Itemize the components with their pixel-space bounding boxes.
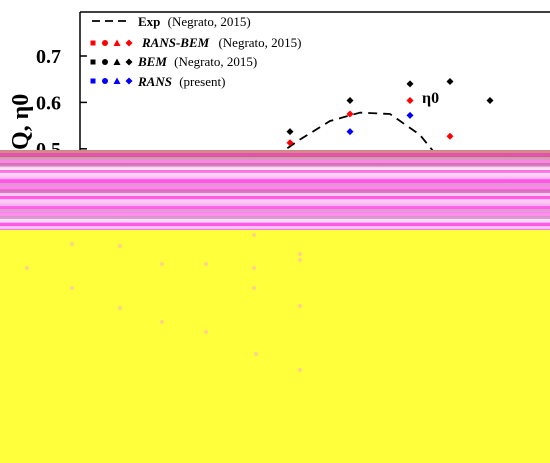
noise-dot [160,320,164,324]
legend-entry-exp: Exp (Negrato, 2015) [92,14,251,29]
marker-bem [286,128,294,136]
noise-dot [118,244,122,248]
noise-stripe [0,196,550,200]
legend-markers-bem [90,58,133,66]
legend-marker-triangle [113,77,121,84]
legend-marker-circle [102,59,108,65]
corrupted-yellow-fill [0,230,550,463]
marker-rans-bem [446,132,454,140]
noise-stripe [0,150,550,153]
noise-dot [298,252,302,256]
noise-stripe [0,186,550,190]
noise-dot [25,266,29,270]
marker-bem [446,78,454,86]
noise-dot [252,286,256,290]
marker-rans [406,111,414,119]
noise-dot [252,233,256,237]
legend-source-exp: (Negrato, 2015) [168,14,251,29]
noise-dot [298,258,302,262]
noise-stripe [0,209,550,213]
noise-stripe [0,166,550,170]
svg-text:Exp (Negrato, 2015): Exp (Negrato, 2015) [138,14,251,29]
noise-stripe [0,159,550,163]
marker-bem [346,97,354,105]
y-tick-label: 0.7 [36,46,61,68]
marker-rans-bem [286,139,294,147]
legend-name-rans: RANS [137,74,172,89]
noise-stripe [0,216,550,219]
noise-stripe [0,189,550,193]
svg-text:RANS-BEM (Negrato, 201: RANS-BEM (Negrato, 2015) [141,35,301,50]
legend-markers-rans [90,77,133,85]
marker-rans [346,128,354,136]
noise-stripe [0,206,550,210]
noise-dot [70,286,74,290]
marker-bem [406,80,414,88]
noise-dot [160,262,164,266]
legend-source-rans-bem: (Negrato, 2015) [218,35,301,50]
noise-stripe [0,202,550,206]
legend-name-exp: Exp [138,14,160,29]
noise-stripe [0,199,550,203]
noise-stripe [0,176,550,180]
noise-stripe [0,212,550,216]
legend-marker-triangle [113,39,121,46]
noise-stripe [0,163,550,167]
legend-name-rans-bem: RANS-BEM [141,35,210,50]
legend-marker-diamond [125,77,133,85]
noise-stripe [0,156,550,160]
svg-text:BEM (Negrato, 2015): BEM (Negrato, 2015) [137,54,257,69]
noise-stripe [0,183,550,186]
legend-entry-rans-bem: RANS-BEM (Negrato, 2015) [90,35,301,50]
noise-stripe [0,225,550,229]
legend: Exp (Negrato, 2015) RANS-BEM (Negrato, 2… [90,14,301,89]
noise-dot [252,266,256,270]
legend-source-rans: (present) [179,74,225,89]
svg-text:RANS (present): RANS (present) [137,74,225,89]
noise-dot [118,306,122,310]
axes [79,11,550,160]
legend-marker-square [90,59,96,65]
marker-rans-bem [346,110,354,118]
noise-stripe [0,219,550,223]
y-axis-label: Q, η0 [8,94,34,150]
legend-entry-rans: RANS (present) [90,74,225,89]
legend-marker-square [90,78,96,84]
noise-stripe [0,179,550,183]
legend-marker-circle [102,78,108,84]
legend-marker-square [90,40,96,46]
noise-dot [70,242,74,246]
legend-marker-diamond [125,39,133,47]
y-tick-label: 0.6 [36,92,61,114]
noise-stripe [0,169,550,173]
legend-source-bem: (Negrato, 2015) [174,54,257,69]
noise-stripe [0,173,550,177]
noise-dot [204,262,208,266]
noise-dot [204,330,208,334]
noise-dot [254,352,258,356]
noise-stripe [0,192,550,196]
legend-marker-diamond [125,58,133,66]
corrupted-noise-band [0,150,550,230]
eta0-annotation: η0 [422,90,439,107]
noise-stripe [0,153,550,157]
noise-dot [298,304,302,308]
legend-marker-triangle [113,58,121,65]
legend-entry-bem: BEM (Negrato, 2015) [90,54,257,69]
marker-rans-bem [406,97,414,105]
noise-dot [298,368,302,372]
corrupted-region [0,150,550,463]
noise-stripe [0,222,550,226]
legend-markers-rans-bem [90,39,133,47]
legend-name-bem: BEM [137,54,167,69]
legend-marker-circle [102,40,108,46]
marker-bem [486,97,494,105]
